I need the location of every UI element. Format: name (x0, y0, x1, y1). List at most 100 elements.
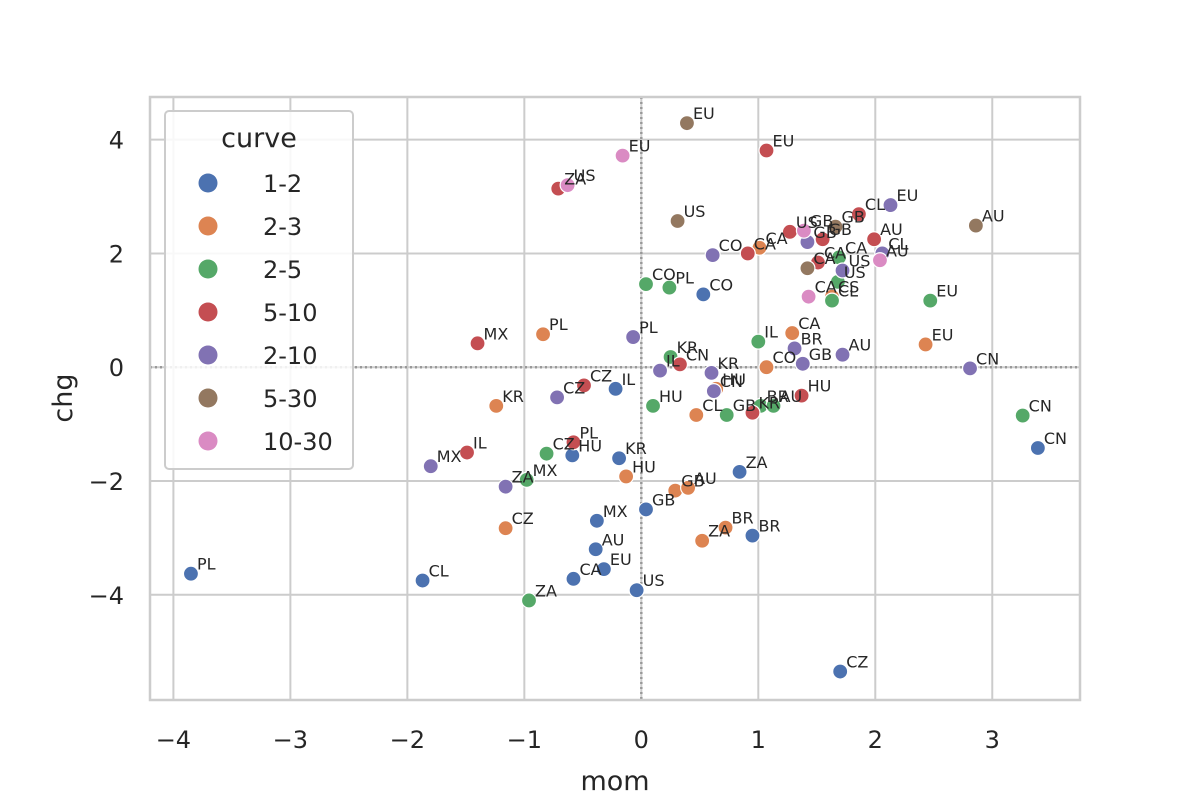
data-point (587, 541, 604, 558)
data-point (758, 142, 775, 159)
legend-marker (198, 345, 218, 365)
legend: curve 1-2 2-3 2-5 5-10 2-10 5-30 10-30 (164, 110, 354, 470)
legend-label: 2-10 (263, 342, 317, 370)
point-label: AU (880, 220, 903, 239)
point-label: CA (765, 229, 787, 248)
data-point (618, 468, 635, 485)
point-label: ZA (535, 581, 557, 600)
legend-marker (198, 216, 218, 236)
data-point (703, 364, 720, 382)
data-point (744, 404, 761, 421)
data-point (469, 335, 486, 352)
point-label: EU (936, 282, 958, 301)
data-point (871, 252, 889, 269)
data-point (644, 397, 662, 414)
point-label: CA (754, 234, 776, 253)
x-axis-title: mom (580, 766, 649, 797)
point-label: IL (622, 370, 636, 389)
data-point (458, 444, 476, 461)
data-point (595, 561, 612, 578)
point-label: MX (533, 461, 558, 480)
point-label: CN (976, 349, 999, 368)
point-label: CA (815, 278, 837, 297)
point-label: CA (824, 244, 846, 263)
point-label: HU (722, 370, 746, 389)
point-label: KR (625, 439, 647, 458)
data-point (758, 359, 775, 376)
data-point (731, 463, 748, 480)
data-point (518, 471, 535, 488)
data-point (827, 218, 844, 235)
data-point (799, 260, 816, 277)
point-label: AU (982, 207, 1005, 226)
point-label: CL (838, 282, 858, 301)
point-label: KR (677, 338, 699, 357)
point-label: EU (932, 325, 954, 344)
data-point (565, 570, 582, 587)
data-point (739, 245, 756, 262)
data-point (850, 206, 868, 223)
x-tick-labels: −4 −3 −2 −1 0 1 2 3 (156, 726, 1000, 754)
point-label: CA (579, 560, 601, 579)
point-label: CO (652, 265, 676, 284)
y-tick-label: 0 (109, 354, 124, 382)
point-label: GB (809, 345, 832, 364)
point-label: US (844, 263, 866, 282)
point-label: CL (865, 195, 885, 214)
point-label: CA (813, 249, 835, 268)
point-label: US (643, 571, 665, 590)
point-label: CN (720, 372, 743, 391)
data-point (565, 434, 582, 451)
legend-label: 10-30 (263, 428, 333, 456)
data-point (680, 479, 697, 496)
data-point (497, 478, 514, 495)
data-point (704, 247, 721, 264)
point-label: CZ (590, 366, 612, 385)
point-label: CO (772, 348, 796, 367)
point-label: GB (810, 212, 833, 231)
data-point (765, 397, 782, 414)
point-label: PL (579, 423, 598, 442)
data-point (786, 340, 803, 357)
y-tick-labels: −4 −2 0 2 4 (89, 127, 124, 610)
y-tick-label: −4 (89, 582, 124, 610)
x-tick-label: −3 (273, 726, 308, 754)
data-point (695, 286, 712, 303)
data-point (610, 450, 628, 467)
point-label: ZA (708, 522, 730, 541)
point-label: KR (718, 354, 740, 373)
data-point (800, 288, 817, 305)
data-point (661, 279, 678, 296)
y-tick-label: −2 (89, 468, 124, 496)
legend-label: 2-5 (263, 256, 302, 284)
x-tick-label: 1 (751, 726, 766, 754)
point-label: MX (437, 447, 462, 466)
data-point (832, 663, 849, 680)
data-point (744, 527, 761, 544)
point-label: PL (549, 315, 568, 334)
data-point (538, 445, 555, 462)
legend-marker (198, 259, 218, 279)
data-point (717, 519, 734, 536)
data-point (882, 196, 899, 214)
legend-marker (198, 302, 218, 322)
point-label: EU (693, 104, 715, 123)
point-label: US (849, 252, 871, 271)
data-point (688, 406, 705, 424)
data-point (694, 532, 711, 549)
point-label: CN (1029, 397, 1052, 416)
point-label: CZ (563, 378, 585, 397)
point-label: EU (610, 550, 632, 569)
data-point (548, 389, 566, 406)
x-tick-label: 0 (634, 726, 649, 754)
point-label: CN (1044, 429, 1067, 448)
point-label: IL (473, 434, 487, 453)
point-label: ZA (746, 453, 768, 472)
point-label: CL (702, 396, 722, 415)
x-tick-label: 2 (868, 726, 883, 754)
data-point (834, 262, 851, 279)
point-label: AU (602, 530, 625, 549)
point-label: CA (845, 238, 867, 257)
data-point (834, 346, 851, 363)
